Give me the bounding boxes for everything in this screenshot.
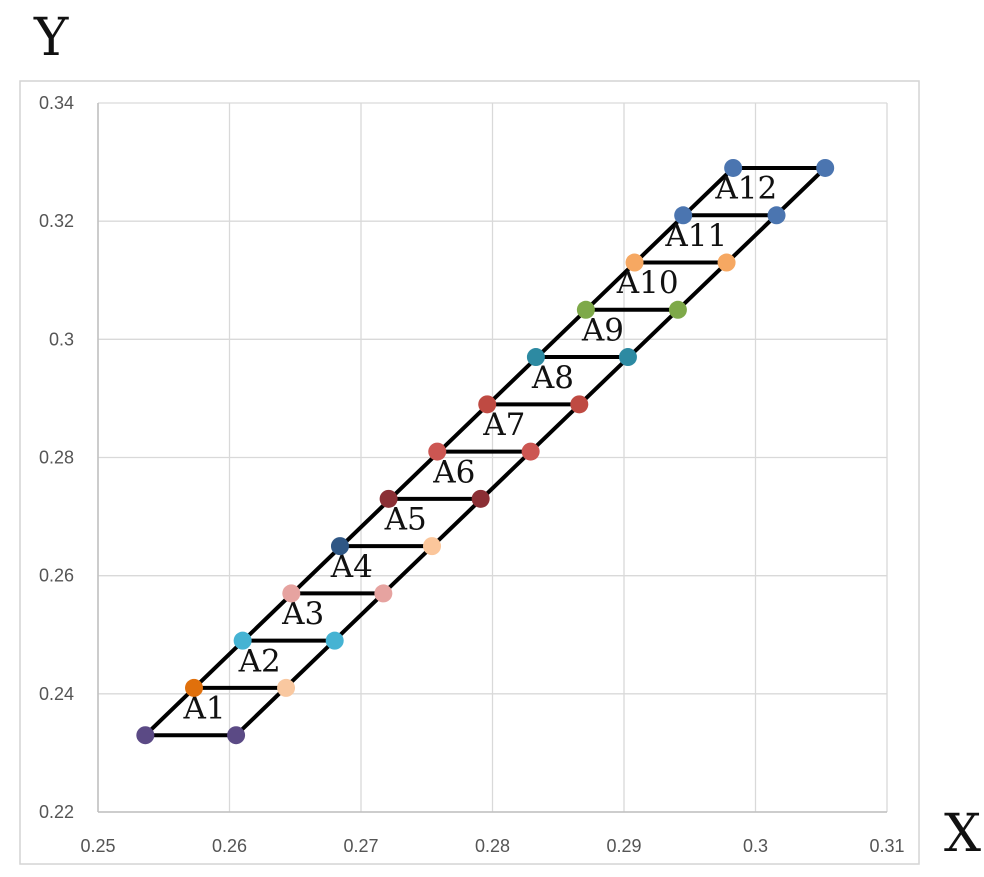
x-tick-label: 0.31: [869, 836, 904, 856]
data-point: [136, 726, 155, 745]
data-point: [521, 442, 540, 461]
data-point: [282, 584, 301, 603]
region-label: A7: [482, 407, 525, 443]
region-label: A1: [182, 691, 225, 727]
data-point: [724, 158, 743, 177]
data-point: [478, 395, 497, 414]
data-point: [184, 678, 203, 697]
y-tick-label: 0.24: [39, 684, 74, 704]
data-point: [428, 442, 447, 461]
y-tick-label: 0.34: [39, 93, 74, 113]
data-point: [471, 489, 490, 508]
x-tick-label: 0.25: [80, 836, 115, 856]
data-point: [576, 300, 595, 319]
region-label: A4: [330, 549, 373, 585]
data-point: [674, 206, 693, 225]
region-label: A11: [664, 218, 727, 254]
region-label: A3: [281, 596, 324, 632]
data-point: [618, 348, 637, 367]
data-point: [330, 537, 349, 556]
region-label: A12: [714, 171, 777, 207]
y-tick-label: 0.22: [39, 802, 74, 822]
data-point: [233, 631, 252, 650]
region-label: A9: [581, 313, 624, 349]
data-point: [816, 158, 835, 177]
y-tick-label: 0.28: [39, 448, 74, 468]
region-label: A2: [238, 643, 281, 679]
y-axis-title: Y: [34, 8, 69, 68]
y-tick-label: 0.3: [49, 329, 74, 349]
region-label: A8: [531, 360, 574, 396]
data-point: [668, 300, 687, 319]
region-label: A5: [384, 502, 427, 538]
x-axis-title: X: [944, 804, 982, 864]
x-tick-label: 0.28: [475, 836, 510, 856]
data-point: [423, 537, 442, 556]
data-point: [277, 678, 296, 697]
data-point: [625, 253, 644, 272]
data-point: [717, 253, 736, 272]
x-tick-label: 0.27: [343, 836, 378, 856]
y-tick-label: 0.32: [39, 211, 74, 231]
data-point: [325, 631, 344, 650]
y-tick-label: 0.26: [39, 566, 74, 586]
data-point: [526, 348, 545, 367]
x-tick-label: 0.3: [743, 836, 768, 856]
data-point: [227, 726, 246, 745]
data-point: [767, 206, 786, 225]
data-point: [379, 489, 398, 508]
data-point: [570, 395, 589, 414]
data-point: [374, 584, 393, 603]
x-tick-label: 0.29: [606, 836, 641, 856]
x-tick-label: 0.26: [212, 836, 247, 856]
chart-frame: [19, 80, 920, 865]
region-label: A10: [616, 265, 679, 301]
region-label: A6: [432, 454, 475, 490]
